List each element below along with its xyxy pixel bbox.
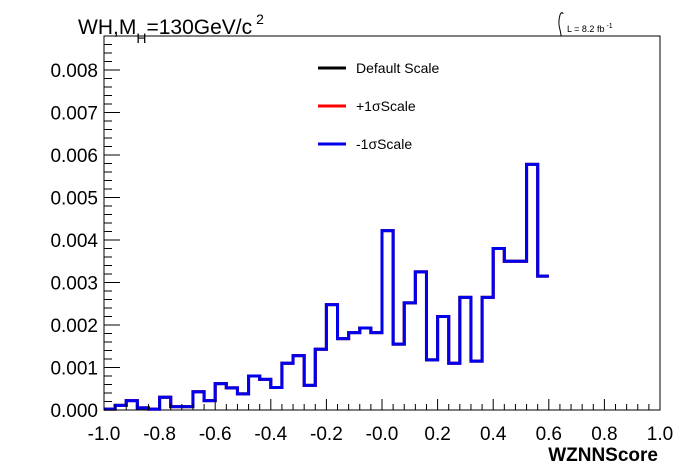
y-tick-label: 0.001: [50, 359, 98, 380]
legend-label: +1σScale: [356, 98, 416, 114]
y-tick-label: 0.004: [50, 231, 98, 252]
y-tick-label: 0.008: [50, 61, 98, 82]
y-tick-label: 0.006: [50, 146, 98, 167]
x-tick-label: 0.4: [480, 424, 507, 445]
x-tick-label: -1.0: [88, 424, 121, 445]
y-tick-label: 0.002: [50, 316, 98, 337]
y-tick-label: 0.007: [50, 104, 98, 125]
axis-layer: -1.0 -0.8 -0.6 -0.4 -0.2 -0.0 0.2 0.4 0.6 0.8 1.0 0…: [50, 35, 673, 445]
legend-label: -1σScale: [356, 136, 412, 152]
x-tick-label: -0.8: [143, 424, 176, 445]
x-tick-label: 1.0: [647, 424, 673, 445]
series-layer: [104, 162, 549, 411]
x-tick-label: -0.4: [254, 424, 287, 445]
chart-title: WH,MH=130GeV/c 2: [78, 11, 264, 46]
legend-label: Default Scale: [356, 60, 439, 76]
y-tick-label: 0.005: [50, 189, 98, 210]
x-tick-label: -0.6: [199, 424, 232, 445]
x-tick-label: 0.2: [424, 424, 450, 445]
x-tick-label: -0.0: [366, 424, 399, 445]
legend: Default Scale +1σScale -1σScale: [318, 60, 439, 152]
x-axis-label: WZNNScore: [548, 445, 658, 466]
integral-icon: [558, 12, 564, 37]
y-tick-label: 0.000: [50, 401, 98, 422]
x-tick-label: -0.2: [310, 424, 343, 445]
series-line-2: [104, 162, 549, 411]
x-tick-label: 0.6: [536, 424, 562, 445]
lumi-text: L = 8.2 fb -1: [567, 23, 613, 34]
x-tick-label: 0.8: [591, 424, 617, 445]
y-tick-label: 0.003: [50, 274, 98, 295]
lumi-annotation: L = 8.2 fb -1: [558, 12, 613, 37]
